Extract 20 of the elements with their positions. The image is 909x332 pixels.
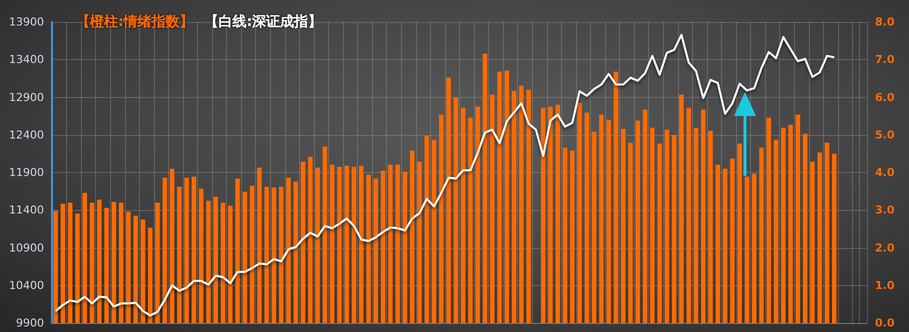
y-tick-label: 11900 [9, 166, 44, 179]
y-tick-label: 12900 [9, 90, 44, 104]
y-tick-label: 10900 [9, 241, 44, 254]
y2-tick-label: 5.0 [875, 128, 895, 142]
y2-tick-label: 7.0 [875, 53, 895, 66]
y-tick-label: 9900 [16, 316, 44, 330]
y-tick-label: 10400 [9, 278, 44, 292]
y-tick-label: 13900 [9, 16, 44, 28]
text: 【橙柱:情绪指数】 [76, 14, 194, 30]
y2-tick-label: 0.0 [875, 316, 895, 330]
y2-tick-label: 8.0 [875, 16, 895, 28]
y2-tick-label: 3.0 [875, 204, 895, 217]
y2-tick-label: 6.0 [875, 90, 895, 104]
y-tick-label: 13400 [9, 53, 44, 66]
text: 【白线:深证成指】 [204, 14, 322, 30]
y-tick-label: 12400 [9, 128, 44, 142]
y2-tick-label: 4.0 [875, 166, 895, 179]
y2-tick-label: 2.0 [875, 241, 895, 254]
y2-tick-label: 1.0 [875, 278, 895, 292]
y-tick-label: 11400 [9, 204, 44, 217]
